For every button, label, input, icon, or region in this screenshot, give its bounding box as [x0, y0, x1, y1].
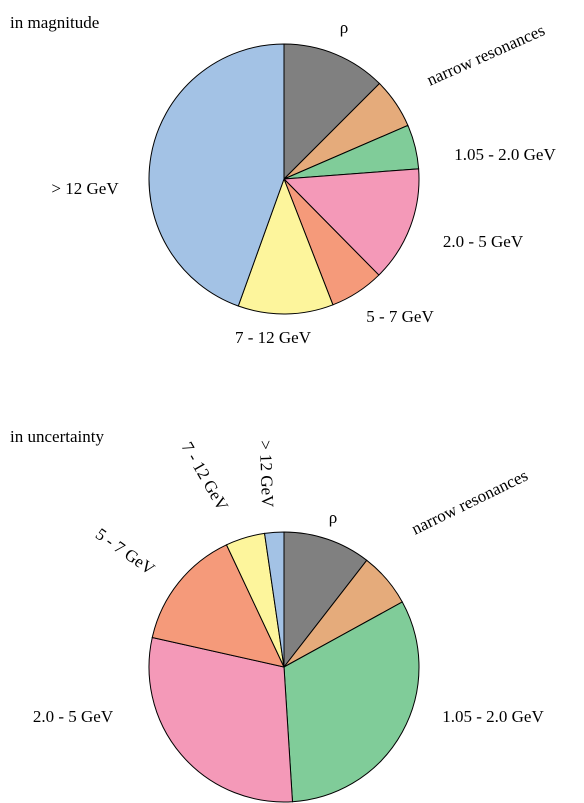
slice-label-0-0: ρ: [340, 18, 348, 37]
pie-slice-0-0: [283, 43, 381, 181]
pie-slice-0-5: [237, 177, 334, 315]
slice-label-0-6: > 12 GeV: [51, 179, 119, 198]
uncertainty-pie-chart: in uncertainty ρ narrow resonances 1.05 - …: [10, 427, 544, 803]
slice-label-1-1: narrow resonances: [408, 466, 530, 539]
slice-label-1-6: > 12 GeV: [256, 440, 277, 509]
pie-slice-1-0: [283, 531, 368, 669]
slice-label-0-4: 5 - 7 GeV: [366, 307, 434, 326]
pie-slice-0-6: [148, 43, 285, 307]
slice-label-1-2: 1.05 - 2.0 GeV: [442, 707, 544, 726]
slice-label-1-3: 2.0 - 5 GeV: [33, 707, 114, 726]
slice-label-0-2: 1.05 - 2.0 GeV: [454, 145, 556, 164]
slice-label-0-3: 2.0 - 5 GeV: [443, 232, 524, 251]
uncertainty-chart-title: in uncertainty: [10, 427, 104, 446]
pie-slice-1-2: [283, 601, 420, 803]
slice-label-0-1: narrow resonances: [424, 20, 548, 89]
slice-label-1-4: 5 - 7 GeV: [92, 524, 159, 579]
pie-slice-1-3: [148, 636, 294, 803]
slice-label-0-5: 7 - 12 GeV: [235, 328, 312, 347]
magnitude-pie-chart: in magnitude ρ narrow resonances 1.05 - 2.…: [10, 13, 556, 347]
slice-label-1-0: ρ: [329, 508, 337, 527]
pie-slice-0-3: [282, 168, 420, 276]
pie-slice-1-6: [263, 531, 285, 668]
slice-label-1-5: 7 - 12 GeV: [178, 439, 233, 515]
magnitude-chart-title: in magnitude: [10, 13, 99, 32]
pie-slice-1-4: [151, 544, 285, 668]
